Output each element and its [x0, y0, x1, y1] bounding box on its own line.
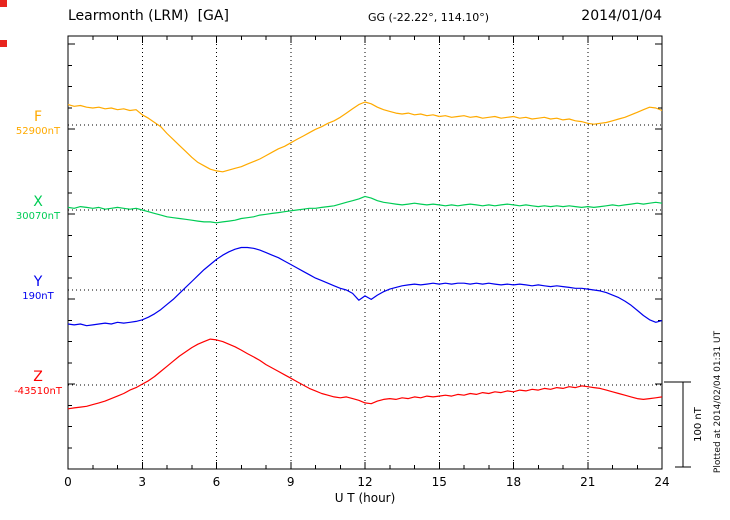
plotter-artifact-mark [0, 0, 7, 7]
x-tick-label: 6 [213, 475, 221, 489]
series-baseline-F: 52900nT [15, 126, 61, 137]
x-tick-label: 12 [357, 475, 372, 489]
series-letter-Y: Y [33, 274, 43, 290]
series-label-Z: Z -43510nT [8, 369, 68, 398]
x-tick-label: 24 [654, 475, 669, 489]
trace-F [67, 101, 663, 173]
series-baseline-Z: -43510nT [14, 386, 62, 397]
x-tick-label: 21 [580, 475, 595, 489]
station-title: Learmonth (LRM) [GA] [68, 8, 229, 24]
series-baseline-X: 30070nT [15, 211, 61, 222]
series-letter-F: F [33, 109, 43, 125]
series-baseline-Y: 190nT [22, 291, 54, 302]
series-label-F: F 52900nT [8, 109, 68, 138]
trace-X [67, 195, 663, 224]
x-axis-title: U T (hour) [334, 491, 396, 505]
x-tick-label: 0 [64, 475, 72, 489]
x-tick-label: 9 [287, 475, 295, 489]
plotter-artifact-mark [0, 40, 7, 47]
series-label-Y: Y 190nT [8, 274, 68, 303]
series-letter-Z: Z [33, 369, 43, 385]
trace-Z [67, 338, 663, 410]
series-letter-X: X [33, 194, 43, 210]
geographic-coordinates: GG (-22.22°, 114.10°) [368, 11, 490, 24]
scale-bar-label: 100 nT [693, 406, 704, 442]
plotted-at-note: Plotted at 2014/02/04 01:31 UT [713, 330, 723, 474]
x-tick-label: 18 [506, 475, 521, 489]
x-tick-label: 3 [138, 475, 146, 489]
series-label-X: X 30070nT [8, 194, 68, 223]
plot-date: 2014/01/04 [581, 8, 662, 24]
trace-Y [67, 246, 663, 327]
x-tick-label: 15 [432, 475, 447, 489]
